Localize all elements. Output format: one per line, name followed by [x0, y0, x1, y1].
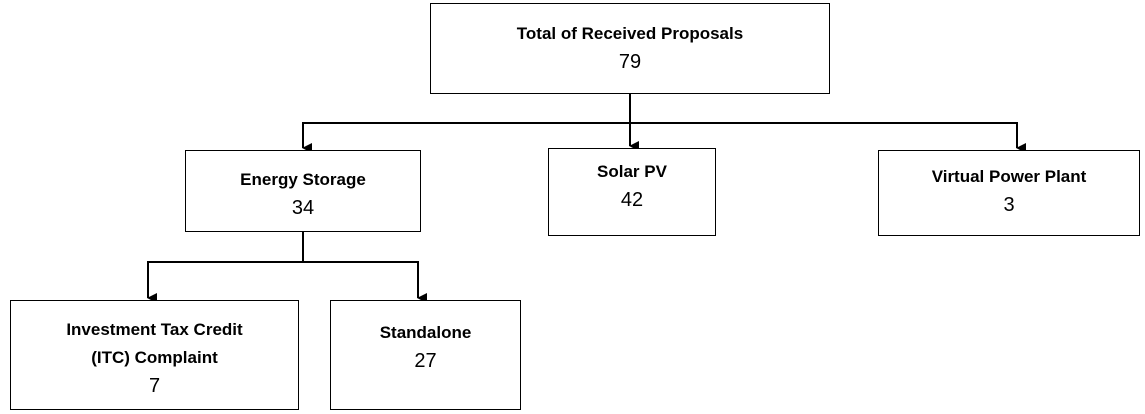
node-label: Total of Received Proposals [516, 24, 744, 43]
node-label: Energy Storage [240, 170, 366, 189]
node-solar-pv: Solar PV 42 [548, 148, 716, 236]
node-virtual-power-plant: Virtual Power Plant 3 [878, 150, 1140, 236]
node-value: 42 [620, 189, 644, 211]
node-standalone: Standalone 27 [330, 300, 521, 410]
node-itc: Investment Tax Credit (ITC) Complaint 7 [10, 300, 299, 410]
node-label: Investment Tax Credit (ITC) Complaint [66, 320, 243, 367]
node-label: Virtual Power Plant [931, 167, 1087, 186]
storage-connector [147, 231, 427, 303]
node-energy-storage: Energy Storage 34 [185, 150, 421, 232]
node-value: 3 [1003, 194, 1015, 216]
node-value: 34 [291, 197, 315, 219]
node-label: Standalone [379, 323, 472, 342]
root-connector [302, 93, 1026, 153]
node-value: 27 [414, 350, 437, 372]
node-value: 79 [618, 51, 642, 73]
node-label: Solar PV [597, 162, 667, 181]
node-root: Total of Received Proposals 79 [430, 3, 830, 94]
node-value: 7 [148, 375, 161, 397]
